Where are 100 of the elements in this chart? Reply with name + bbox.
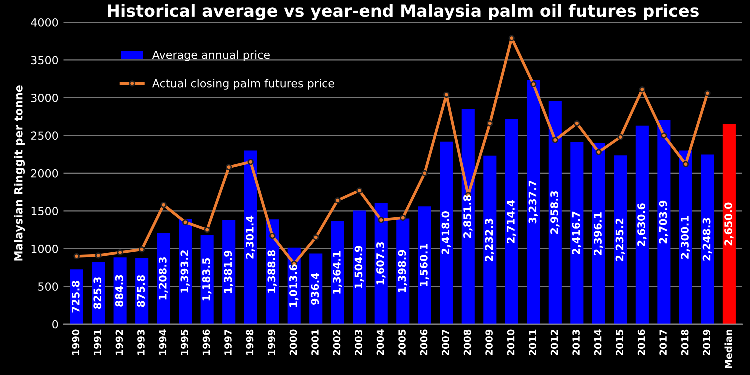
x-tick-label: 2012	[550, 330, 558, 356]
x-tick-label: 2006	[420, 330, 428, 356]
bar	[548, 101, 562, 324]
data-label: 2,703.9	[659, 200, 669, 244]
data-label: 2,418.0	[442, 212, 451, 254]
data-label: 2,396.1	[594, 212, 604, 256]
point	[204, 226, 210, 234]
data-label: 1,364.1	[333, 252, 342, 294]
y-tick-label: 1500	[32, 207, 58, 216]
x-tick-label: 2011	[529, 330, 536, 356]
bar	[244, 150, 258, 324]
point	[661, 132, 668, 139]
bar	[592, 144, 606, 324]
point	[182, 219, 189, 226]
bar	[505, 120, 518, 324]
x-tick-label: 2004	[376, 330, 384, 356]
legend-label: Actual closing palm futures price	[152, 79, 334, 90]
point	[356, 188, 363, 194]
bar	[179, 219, 192, 324]
y-tick-label: 3000	[31, 94, 58, 102]
x-tick-label: 1997	[224, 330, 232, 356]
bar	[614, 156, 628, 324]
data-label: 2,300.1	[681, 216, 690, 259]
x-tick-label: 2002	[333, 330, 341, 356]
bar	[462, 109, 475, 324]
data-label: 3,237.7	[528, 180, 538, 224]
data-label: 1,504.9	[354, 246, 364, 288]
x-tick-label: 1992	[116, 330, 124, 356]
point	[530, 81, 537, 88]
x-tick-label: 1991	[94, 330, 102, 356]
data-label: 1,381.9	[224, 250, 234, 294]
bar	[484, 156, 497, 324]
point	[618, 134, 624, 140]
x-tick-label: 1998	[246, 330, 254, 356]
x-tick-label: 1990	[72, 330, 80, 356]
data-label: 1,208.3	[158, 258, 168, 300]
point	[95, 252, 102, 259]
point	[269, 232, 276, 240]
data-label: 875.8	[137, 276, 146, 308]
y-tick-label: 0	[52, 320, 58, 329]
y-tick-label: 2500	[31, 132, 58, 140]
bar	[418, 206, 432, 324]
point	[74, 253, 80, 260]
data-label: 1,388.8	[268, 250, 277, 293]
data-label: 1,393.2	[180, 250, 190, 293]
data-label: 936.4	[311, 273, 320, 305]
point	[138, 246, 146, 253]
bar	[353, 210, 366, 324]
bar	[701, 154, 714, 324]
bar	[722, 124, 736, 324]
point	[574, 120, 580, 127]
data-label: 884.3	[115, 275, 124, 307]
y-tick-label: 2000	[31, 169, 58, 178]
bar	[527, 80, 540, 324]
x-tick-label: 1995	[181, 330, 188, 356]
y-tick-label: 4000	[31, 18, 58, 27]
x-tick-label: 2013	[572, 330, 580, 356]
y-tick-label: 3500	[31, 56, 58, 65]
point	[334, 197, 341, 204]
data-label: 1,183.5	[202, 258, 212, 301]
data-label: 1,560.1	[420, 244, 430, 286]
point	[160, 202, 167, 208]
bar	[374, 203, 388, 324]
data-label: 2,248.3	[702, 218, 712, 261]
bar	[331, 221, 344, 324]
x-tick-label: 2010	[507, 330, 515, 356]
x-tick-label: Median	[724, 330, 732, 368]
data-label: 825.3	[94, 278, 102, 310]
x-tick-label: 2015	[616, 330, 624, 356]
x-tick-label: 2001	[312, 330, 319, 356]
bar	[570, 142, 584, 324]
point	[378, 217, 384, 224]
data-label: 2,235.2	[616, 218, 626, 262]
x-tick-label: 2007	[442, 330, 450, 356]
data-label: 725.8	[72, 281, 80, 313]
point	[226, 164, 232, 171]
x-tick-label: 1994	[159, 330, 167, 356]
x-tick-label: 2016	[638, 330, 646, 356]
point	[552, 137, 559, 144]
x-tick-label: 2000	[290, 330, 298, 356]
y-axis-title: Malaysian Ringgit per tonne	[14, 86, 26, 261]
x-tick-label: 2019	[703, 330, 711, 356]
data-label: 2,416.7	[572, 212, 582, 254]
x-tick-label: 2009	[486, 330, 493, 356]
x-tick-label: 2008	[464, 330, 472, 356]
x-tick-label: 2017	[660, 330, 668, 356]
x-tick-label: 1999	[268, 330, 276, 356]
data-label: 2,958.3	[550, 191, 560, 234]
data-label: 2,232.3	[485, 218, 494, 262]
point	[117, 250, 124, 256]
bar	[679, 150, 692, 324]
x-tick-label: 2018	[681, 330, 689, 356]
point	[444, 92, 450, 98]
point	[639, 86, 646, 93]
point	[487, 120, 494, 127]
point	[312, 234, 320, 241]
data-label: 2,301.4	[246, 216, 256, 259]
data-label: 1,013.6	[289, 264, 299, 308]
y-tick-label: 500	[38, 282, 58, 292]
x-tick-label: 1993	[138, 330, 145, 356]
